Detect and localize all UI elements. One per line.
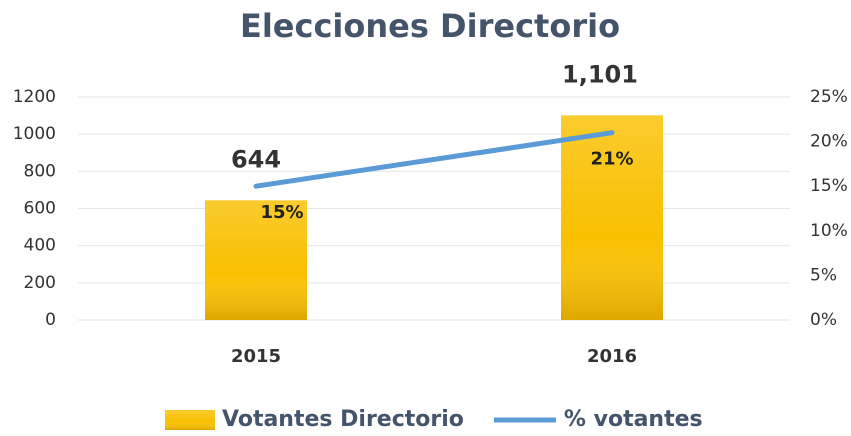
bar-shade — [561, 115, 663, 321]
y-tick-label: 0 — [45, 310, 56, 330]
line-value-label: 15% — [260, 202, 303, 223]
y-tick-label: 1000 — [13, 124, 56, 144]
y2-tick-label: 15% — [810, 176, 848, 196]
line — [253, 130, 615, 189]
y2-tick-label: 0% — [810, 310, 837, 330]
y-tick-label: 1200 — [13, 87, 56, 107]
chart-title: Elecciones Directorio — [240, 7, 620, 45]
bar-shade — [205, 200, 307, 320]
legend-swatch-shade — [165, 410, 215, 430]
y2-tick-label: 5% — [810, 265, 837, 285]
y2-tick-label: 10% — [810, 221, 848, 241]
legend-label: % votantes — [564, 407, 703, 432]
y-tick-label: 600 — [24, 199, 56, 219]
x-tick-label: 2015 — [231, 346, 281, 367]
y-tick-label: 800 — [24, 161, 56, 181]
legend-label: Votantes Directorio — [222, 407, 464, 432]
bar-value-label: 644 — [231, 145, 281, 173]
y-tick-label: 400 — [24, 236, 56, 256]
bar-value-label: 1,101 — [562, 60, 638, 88]
line-value-label: 21% — [590, 149, 633, 170]
y2-tick-label: 20% — [810, 132, 848, 152]
y-tick-label: 200 — [24, 273, 56, 293]
x-tick-label: 2016 — [587, 346, 637, 367]
y2-tick-label: 25% — [810, 87, 848, 107]
